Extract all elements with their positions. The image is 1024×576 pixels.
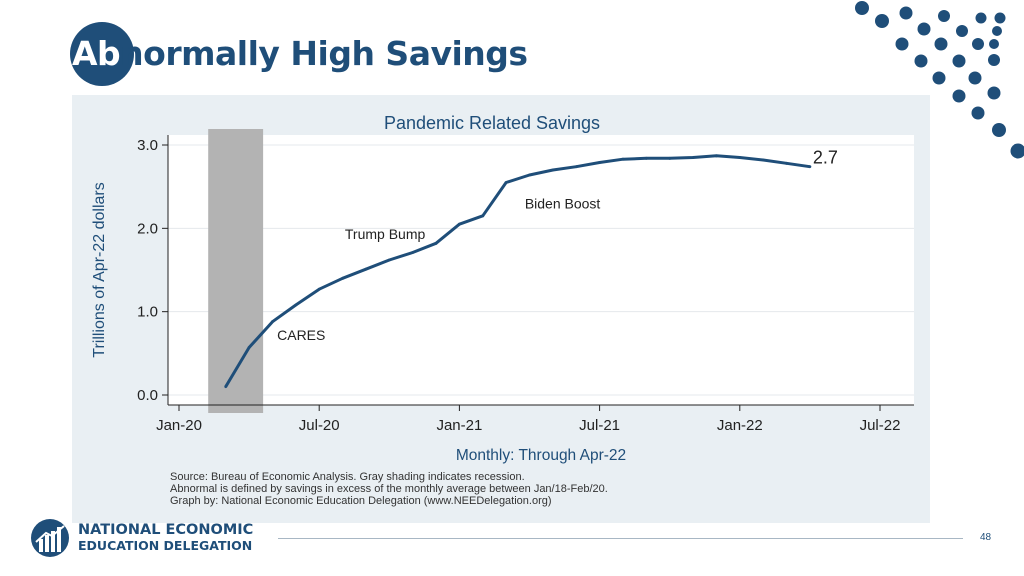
y-tick-label: 1.0 bbox=[137, 304, 158, 321]
data-point bbox=[598, 161, 601, 164]
x-tick-label: Jan-21 bbox=[436, 417, 482, 434]
end-value-label: 2.7 bbox=[813, 148, 838, 168]
source-line-2: Abnormal is defined by savings in excess… bbox=[170, 483, 608, 495]
annotation-label: Trump Bump bbox=[345, 226, 426, 242]
x-tick-label: Jul-22 bbox=[860, 417, 901, 434]
data-point bbox=[224, 385, 228, 389]
slide-title-prefix: Ab bbox=[72, 34, 121, 73]
data-point bbox=[528, 173, 531, 177]
ned-logo-icon bbox=[31, 519, 69, 557]
y-tick-label: 0.0 bbox=[137, 387, 158, 404]
data-point bbox=[294, 303, 298, 307]
organization-name: NATIONAL ECONOMIC EDUCATION DELEGATION bbox=[78, 522, 253, 554]
annotation-label: Biden Boost bbox=[525, 195, 601, 211]
data-point bbox=[317, 287, 321, 291]
org-name-line-1: NATIONAL ECONOMIC bbox=[78, 522, 254, 538]
data-point bbox=[621, 157, 625, 161]
slide-title-rest: normally High Savings bbox=[120, 34, 528, 73]
data-point bbox=[481, 214, 485, 218]
x-tick-label: Jul-21 bbox=[579, 417, 620, 434]
y-axis-label: Trillions of Apr-22 dollars bbox=[91, 182, 108, 357]
source-line-3: Graph by: National Economic Education De… bbox=[170, 495, 552, 507]
data-point bbox=[738, 156, 742, 159]
annotation-label: CARES bbox=[277, 327, 325, 343]
savings-series-line bbox=[224, 154, 811, 388]
data-point bbox=[411, 251, 415, 254]
data-point bbox=[668, 156, 672, 160]
recession-band bbox=[208, 129, 264, 413]
x-tick-label: Jan-20 bbox=[156, 417, 202, 434]
org-name-line-2: EDUCATION DELEGATION bbox=[78, 538, 253, 553]
x-tick-label: Jan-22 bbox=[717, 417, 763, 434]
data-point bbox=[551, 168, 555, 172]
data-point bbox=[247, 346, 251, 349]
chart-panel: 0.0 1.0 2.0 3.0 Jan-20 Jul-20 Jan-21 Jul-21 Jan-… bbox=[72, 95, 930, 523]
data-point bbox=[504, 181, 508, 184]
data-point bbox=[574, 165, 578, 169]
data-point bbox=[715, 154, 718, 158]
data-point bbox=[341, 276, 344, 280]
data-point bbox=[434, 241, 438, 245]
data-point bbox=[761, 158, 765, 162]
page-number: 48 bbox=[980, 532, 992, 543]
plot-area bbox=[168, 135, 914, 405]
data-point bbox=[644, 156, 648, 160]
x-axis-label: Monthly: Through Apr-22 bbox=[456, 447, 626, 464]
y-tick-label: 3.0 bbox=[137, 137, 158, 154]
data-point bbox=[271, 320, 274, 324]
data-point bbox=[364, 267, 368, 271]
y-tick-label: 2.0 bbox=[137, 220, 158, 237]
title-circle-decoration bbox=[70, 22, 134, 86]
x-tick-label: Jul-20 bbox=[299, 417, 340, 434]
data-point bbox=[691, 156, 695, 159]
data-point bbox=[387, 258, 391, 262]
chart-title: Pandemic Related Savings bbox=[384, 113, 600, 133]
dot-pattern-decoration bbox=[855, 1, 1024, 159]
savings-chart: 0.0 1.0 2.0 3.0 Jan-20 Jul-20 Jan-21 Jul-21 Jan-… bbox=[91, 113, 914, 507]
data-point bbox=[785, 161, 788, 165]
data-point bbox=[808, 165, 812, 169]
slide-title: Abnormally High Savings bbox=[72, 30, 528, 78]
source-line-1: Source: Bureau of Economic Analysis. Gra… bbox=[170, 471, 525, 483]
data-point bbox=[458, 222, 461, 226]
footer-divider bbox=[278, 538, 963, 539]
